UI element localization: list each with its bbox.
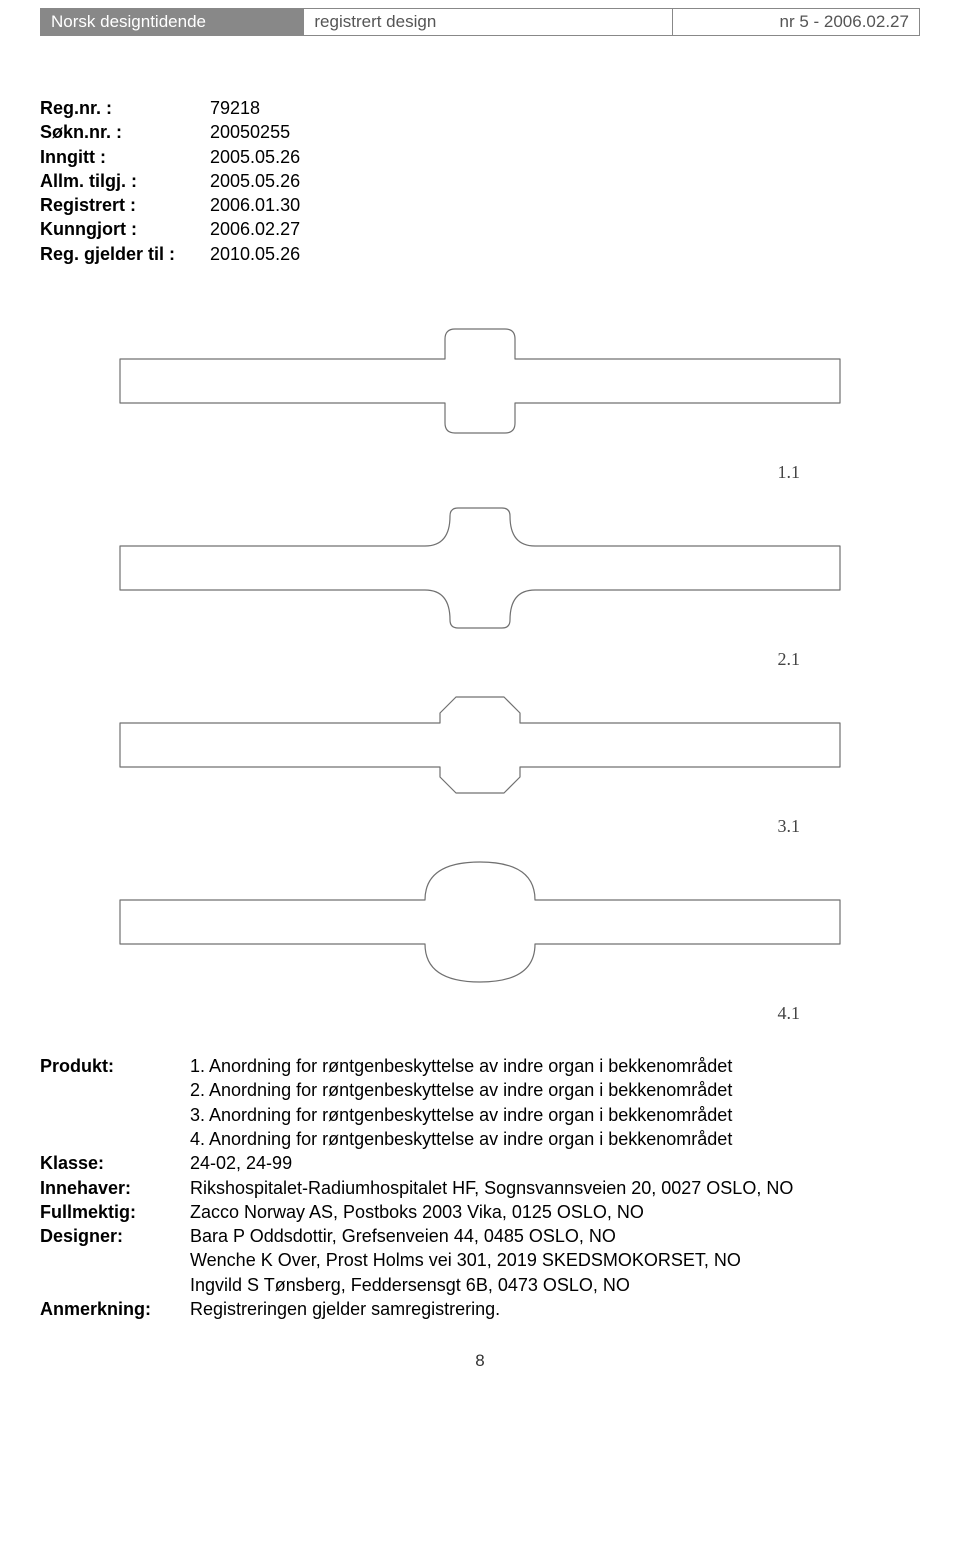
produkt-label: Produkt:: [40, 1054, 190, 1151]
figure-caption: 2.1: [778, 649, 801, 670]
produkt-line: 4. Anordning for røntgenbeskyttelse av i…: [190, 1127, 920, 1151]
figure-block: 1.1: [40, 306, 920, 483]
field-label: Kunngjort :: [40, 217, 210, 241]
field-row: Allm. tilgj. :2005.05.26: [40, 169, 920, 193]
field-label: Reg.nr. :: [40, 96, 210, 120]
header-mid: registrert design: [304, 9, 673, 35]
klasse-value: 24-02, 24-99: [190, 1151, 920, 1175]
innehaver-label: Innehaver:: [40, 1176, 190, 1200]
header-bar: Norsk designtidende registrert design nr…: [40, 8, 920, 36]
design-figure-angular: [110, 680, 850, 810]
field-value: 2006.02.27: [210, 217, 300, 241]
produkt-line: 2. Anordning for røntgenbeskyttelse av i…: [190, 1078, 920, 1102]
field-label: Allm. tilgj. :: [40, 169, 210, 193]
designer-label: Designer:: [40, 1224, 190, 1297]
field-value: 2006.01.30: [210, 193, 300, 217]
field-value: 20050255: [210, 120, 290, 144]
registration-fields: Reg.nr. :79218Søkn.nr. :20050255Inngitt …: [40, 96, 920, 266]
figure-block: 4.1: [40, 847, 920, 1024]
figure-caption: 4.1: [778, 1003, 801, 1024]
fullmektig-value: Zacco Norway AS, Postboks 2003 Vika, 012…: [190, 1200, 920, 1224]
produkt-line: 1. Anordning for røntgenbeskyttelse av i…: [190, 1054, 920, 1078]
field-label: Reg. gjelder til :: [40, 242, 210, 266]
field-row: Reg.nr. :79218: [40, 96, 920, 120]
field-label: Søkn.nr. :: [40, 120, 210, 144]
field-row: Registrert :2006.01.30: [40, 193, 920, 217]
header-left: Norsk designtidende: [41, 9, 304, 35]
figure-caption: 1.1: [778, 462, 801, 483]
details-block: Produkt: 1. Anordning for røntgenbeskytt…: [40, 1054, 920, 1321]
produkt-value: 1. Anordning for røntgenbeskyttelse av i…: [190, 1054, 920, 1151]
design-figure-rounded_lobe: [110, 306, 850, 456]
anmerkning-value: Registreringen gjelder samregistrering.: [190, 1297, 920, 1321]
fullmektig-label: Fullmektig:: [40, 1200, 190, 1224]
field-row: Søkn.nr. :20050255: [40, 120, 920, 144]
figure-caption: 3.1: [778, 816, 801, 837]
klasse-label: Klasse:: [40, 1151, 190, 1175]
figures-container: 1.1 2.1 3.1 4.1: [40, 306, 920, 1024]
field-label: Inngitt :: [40, 145, 210, 169]
field-label: Registrert :: [40, 193, 210, 217]
field-value: 2010.05.26: [210, 242, 300, 266]
design-figure-oval: [110, 847, 850, 997]
field-row: Kunngjort :2006.02.27: [40, 217, 920, 241]
designer-line: Wenche K Over, Prost Holms vei 301, 2019…: [190, 1248, 920, 1272]
anmerkning-label: Anmerkning:: [40, 1297, 190, 1321]
header-right: nr 5 - 2006.02.27: [673, 9, 919, 35]
page-number: 8: [40, 1351, 920, 1371]
design-figure-flared: [110, 493, 850, 643]
designer-line: Ingvild S Tønsberg, Feddersensgt 6B, 047…: [190, 1273, 920, 1297]
figure-block: 3.1: [40, 680, 920, 837]
field-row: Reg. gjelder til :2010.05.26: [40, 242, 920, 266]
designer-value: Bara P Oddsdottir, Grefsenveien 44, 0485…: [190, 1224, 920, 1297]
designer-line: Bara P Oddsdottir, Grefsenveien 44, 0485…: [190, 1224, 920, 1248]
field-value: 2005.05.26: [210, 169, 300, 193]
figure-block: 2.1: [40, 493, 920, 670]
field-value: 79218: [210, 96, 260, 120]
field-row: Inngitt :2005.05.26: [40, 145, 920, 169]
field-value: 2005.05.26: [210, 145, 300, 169]
produkt-line: 3. Anordning for røntgenbeskyttelse av i…: [190, 1103, 920, 1127]
innehaver-value: Rikshospitalet-Radiumhospitalet HF, Sogn…: [190, 1176, 920, 1200]
